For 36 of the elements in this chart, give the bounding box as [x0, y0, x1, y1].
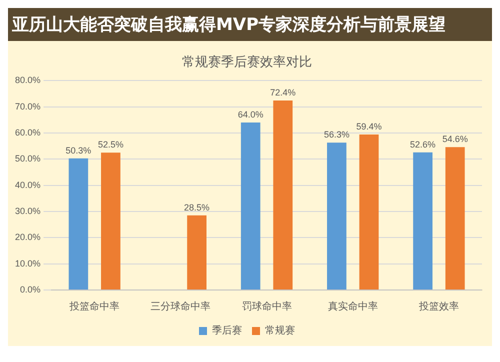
bar: [68, 158, 88, 290]
bar: [187, 215, 206, 290]
text: 亚历山大能否突破自我赢得MVP专家深度分析与前景展望: [8, 8, 492, 41]
y-tick-label: 40.0%: [14, 180, 41, 190]
x-tick-label: 三分球命中率: [150, 300, 211, 313]
data-label: 59.4%: [356, 122, 382, 132]
data-label: 72.4%: [270, 87, 296, 98]
bar: [101, 152, 120, 290]
bar: [359, 134, 379, 290]
data-label: 52.6%: [410, 139, 436, 150]
legend-label: 季后赛: [212, 324, 242, 337]
data-label: 52.5%: [98, 140, 124, 150]
y-tick-label: 0.0%: [20, 284, 41, 294]
bar: [327, 142, 346, 290]
bar: [273, 100, 293, 290]
data-label: 54.6%: [442, 134, 468, 144]
data-label: 56.3%: [324, 130, 350, 140]
data-label: 50.3%: [66, 145, 92, 156]
y-tick-label: 10.0%: [14, 258, 41, 268]
chart-title: 常规赛季后赛效率对比: [182, 54, 312, 70]
bar: [413, 152, 432, 290]
x-tick-label: 投篮效率: [418, 300, 459, 313]
y-tick-label: 20.0%: [14, 232, 41, 242]
y-tick-label: 80.0%: [14, 75, 41, 86]
bar: [445, 147, 465, 290]
y-tick-label: 50.0%: [14, 154, 41, 164]
x-tick-label: 罚球命中率: [242, 300, 292, 313]
y-tick-label: 30.0%: [14, 206, 41, 216]
y-tick-label: 70.0%: [14, 101, 41, 112]
x-tick-label: 投篮命中率: [68, 300, 120, 313]
data-label: 28.5%: [184, 202, 210, 212]
bar: [240, 122, 260, 290]
y-tick-label: 60.0%: [14, 127, 41, 138]
data-label: 64.0%: [238, 109, 264, 120]
x-tick-label: 真实命中率: [328, 300, 378, 313]
legend-label: 常规赛: [265, 324, 295, 337]
